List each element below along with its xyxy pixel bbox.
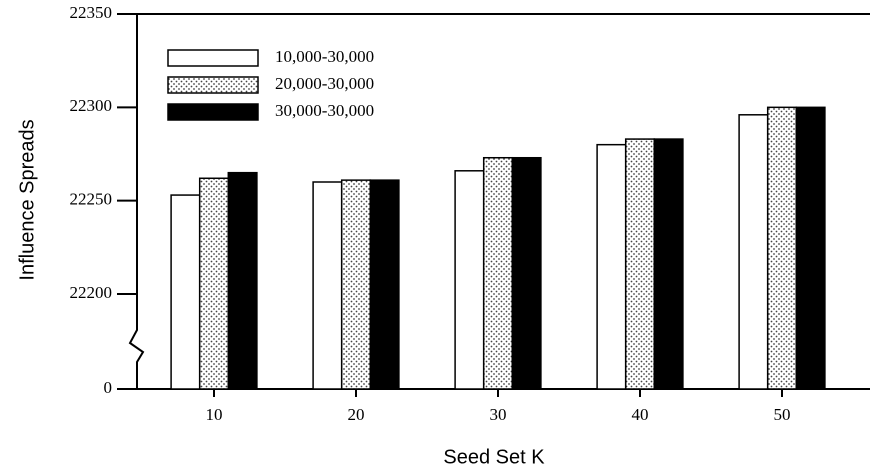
legend-label: 10,000-30,000 [275,47,374,66]
y-tick-label: 22200 [70,283,113,302]
bar [340,179,372,390]
y-tick-label: 22300 [70,96,113,115]
y-tick-label: 22250 [70,190,113,209]
x-tick-label: 20 [348,405,365,424]
legend-swatch [167,76,259,94]
bar [511,156,542,390]
bar [624,138,656,390]
legend-swatch [167,49,259,67]
bar [596,143,627,390]
bar [312,181,343,390]
x-tick-label: 10 [206,405,223,424]
legend-label: 20,000-30,000 [275,74,374,93]
bar [653,138,684,390]
bar [369,179,400,390]
x-tick-label: 50 [774,405,791,424]
legend-swatch [167,103,259,121]
legend-label: 30,000-30,000 [275,101,374,120]
bar [795,106,826,390]
y-tick-label: 22350 [70,3,113,22]
x-axis-label: Seed Set K [443,446,545,468]
x-tick-label: 40 [632,405,649,424]
bar [454,170,485,390]
bar [170,194,201,390]
bar [738,114,769,390]
x-tick-label: 30 [490,405,507,424]
bar [227,171,258,390]
y-tick-label: 0 [104,378,113,397]
bar [482,156,514,390]
bar [766,106,798,390]
y-axis-label: Influence Spreads [16,119,38,280]
bar [198,177,230,390]
